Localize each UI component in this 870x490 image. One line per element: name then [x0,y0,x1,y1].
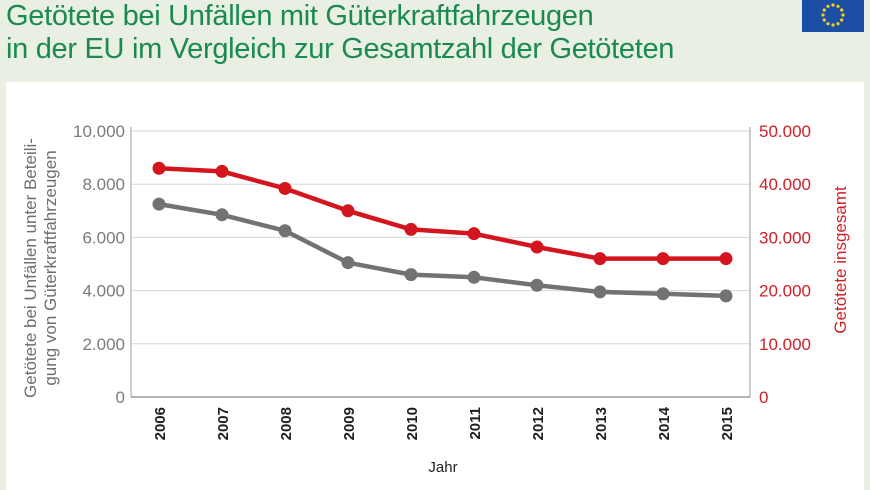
series-line [156,201,729,299]
data-point [656,252,670,266]
y-axis-left-label-line-2: gung von Güterkraftfahrzeugen [41,150,60,385]
data-point [467,270,481,284]
grid-lines [131,130,750,345]
data-point [341,204,355,218]
y-axis-left-label-line-1: Getötete bei Unfällen unter Beteili- [21,138,40,398]
x-tick-label: 2010 [404,407,421,440]
y-axis-right-label: Getötete insgesamt [831,186,850,334]
data-point [215,208,229,222]
data-point [404,222,418,236]
x-tick-label: 2009 [341,407,358,440]
y-left-tick-label: 2.000 [82,335,125,354]
chart-panel [6,82,864,490]
data-point [152,161,166,175]
data-point [656,287,670,301]
y-left-tick-label: 8.000 [82,175,125,194]
data-point [215,164,229,178]
y-right-tick-label: 10.000 [759,335,811,354]
data-point [278,224,292,238]
eu-flag-icon [802,0,864,32]
x-tick-label: 2012 [530,407,547,440]
data-point [593,285,607,299]
axis-labels: Getötete bei Unfällen unter Beteili- gun… [21,138,850,476]
title-line-1: Getötete bei Unfällen mit Güterkraftfahr… [6,0,594,32]
x-axis-label: Jahr [428,459,457,476]
data-point [719,252,733,266]
data-point [278,181,292,195]
x-tick-label: 2015 [719,407,736,440]
data-point [152,197,166,211]
data-point [719,289,733,303]
y-right-tick-label: 30.000 [759,228,811,247]
series-line [156,165,729,261]
eu-stars [821,3,845,27]
data-point [467,227,481,241]
y-left-tick-label: 6.000 [82,228,125,247]
x-tick-label: 2008 [278,407,295,440]
y-right-tick-label: 40.000 [759,175,811,194]
data-point [404,268,418,282]
x-tick-label: 2013 [593,407,610,440]
y-left-tick-label: 0 [116,388,125,407]
data-point [341,256,355,270]
x-tick-label: 2014 [656,406,673,440]
y-right-tick-label: 0 [759,388,768,407]
y-left-tick-label: 4.000 [82,282,125,301]
y-right-tick-label: 20.000 [759,282,811,301]
x-tick-label: 2006 [152,407,169,440]
series [152,161,733,303]
x-tick-label: 2011 [467,407,484,440]
data-point [530,278,544,292]
page-title: Getötete bei Unfällen mit Güterkraftfahr… [6,0,786,66]
data-point [593,252,607,266]
title-line-2: in der EU im Vergleich zur Gesamtzahl de… [6,33,675,65]
y-left-tick-label: 10.000 [73,122,125,141]
axes: 0 0 2.000 10.000 4.000 20.000 6.000 30.000 8.000… [73,122,811,440]
data-point [530,240,544,254]
y-right-tick-label: 50.000 [759,122,811,141]
x-tick-label: 2007 [215,407,232,440]
